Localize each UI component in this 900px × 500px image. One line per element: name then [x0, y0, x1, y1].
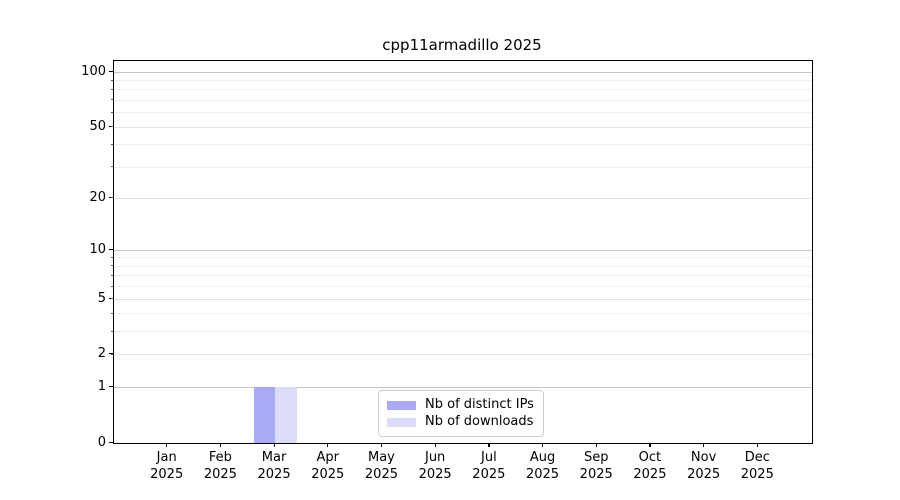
gridline-y-20 — [114, 197, 812, 199]
x-tick-sep — [595, 443, 597, 447]
bar-nb-of-downloads — [275, 387, 297, 443]
y-tick-label-100: 100 — [81, 63, 106, 79]
x-tick-oct — [649, 443, 651, 447]
y-tick-10 — [109, 248, 113, 250]
x-tick-label-jul: Jul 2025 — [472, 450, 506, 482]
y-minortick-40 — [111, 143, 113, 145]
legend-item-downloads: Nb of downloads — [387, 415, 535, 429]
x-tick-label-feb: Feb 2025 — [203, 450, 237, 482]
gridline-y-80 — [114, 89, 812, 91]
x-tick-dec — [756, 443, 758, 447]
bar-nb-of-distinct-ips — [253, 387, 276, 443]
legend-label-downloads: Nb of downloads — [425, 414, 534, 429]
y-minortick-5 — [111, 298, 113, 299]
x-tick-label-dec: Dec 2025 — [740, 450, 774, 482]
x-tick-aug — [542, 443, 544, 447]
y-minortick-3 — [111, 330, 113, 332]
x-tick-jan — [166, 443, 168, 447]
x-tick-jun — [434, 443, 436, 447]
x-tick-label-oct: Oct 2025 — [633, 450, 667, 482]
gridline-y-100 — [114, 71, 812, 73]
gridline-y-9 — [114, 257, 812, 259]
gridline-y-90 — [114, 80, 812, 81]
gridline-y-8 — [114, 265, 812, 267]
x-tick-mar — [273, 443, 275, 447]
y-tick-label-2: 2 — [97, 346, 106, 362]
legend-swatch-downloads — [387, 417, 416, 427]
x-tick-apr — [327, 443, 329, 447]
gridline-y-30 — [114, 166, 812, 168]
legend: Nb of distinct IPs Nb of downloads — [378, 390, 544, 437]
y-tick-label-50: 50 — [89, 118, 106, 134]
legend-label-distinct-ips: Nb of distinct IPs — [425, 397, 534, 412]
x-tick-jul — [488, 443, 490, 447]
x-tick-feb — [219, 443, 222, 447]
y-minortick-8 — [111, 265, 113, 267]
x-tick-label-aug: Aug 2025 — [525, 450, 560, 482]
y-minortick-6 — [111, 285, 113, 287]
x-tick-nov — [703, 443, 705, 447]
y-minortick-80 — [111, 88, 113, 90]
y-minortick-50 — [111, 126, 113, 128]
gridline-y-1 — [114, 386, 812, 388]
gridline-y-10 — [114, 249, 812, 251]
gridline-y-2 — [114, 354, 812, 356]
x-tick-label-mar: Mar 2025 — [257, 450, 291, 482]
gridline-y-70 — [114, 99, 812, 101]
gridline-y-50 — [114, 126, 812, 128]
y-tick-label-1: 1 — [97, 378, 106, 394]
y-tick-0 — [109, 441, 113, 443]
x-tick-may — [380, 443, 383, 447]
gridline-y-6 — [114, 286, 812, 288]
x-tick-label-sep: Sep 2025 — [579, 450, 613, 482]
y-minortick-20 — [111, 197, 113, 199]
gridline-y-40 — [114, 144, 812, 146]
gridline-y-7 — [114, 275, 812, 277]
x-tick-label-nov: Nov 2025 — [687, 450, 721, 482]
x-tick-label-may: May 2025 — [364, 450, 398, 482]
y-minortick-70 — [111, 99, 113, 101]
gridline-y-60 — [114, 112, 812, 114]
y-tick-1 — [109, 385, 113, 387]
gridline-y-3 — [114, 331, 812, 333]
chart-title: cpp11armadillo 2025 — [382, 36, 542, 54]
plot-area — [113, 60, 813, 444]
y-minortick-7 — [111, 274, 113, 276]
y-minortick-60 — [111, 111, 113, 113]
y-minortick-90 — [111, 79, 113, 81]
x-tick-label-jun: Jun 2025 — [418, 450, 452, 482]
legend-swatch-distinct-ips — [387, 400, 416, 410]
y-tick-label-5: 5 — [97, 290, 106, 306]
legend-item-distinct-ips: Nb of distinct IPs — [387, 398, 535, 412]
y-tick-label-10: 10 — [89, 241, 106, 257]
x-tick-label-jan: Jan 2025 — [150, 450, 184, 482]
gridline-y-5 — [114, 298, 812, 300]
gridline-y-4 — [114, 313, 812, 315]
y-minortick-2 — [111, 353, 113, 355]
y-minortick-30 — [111, 166, 113, 168]
y-minortick-4 — [111, 312, 113, 314]
x-tick-label-apr: Apr 2025 — [311, 450, 345, 482]
y-minortick-9 — [111, 256, 113, 258]
y-tick-label-0: 0 — [97, 434, 106, 450]
y-tick-label-20: 20 — [89, 189, 106, 205]
y-tick-100 — [109, 70, 113, 72]
